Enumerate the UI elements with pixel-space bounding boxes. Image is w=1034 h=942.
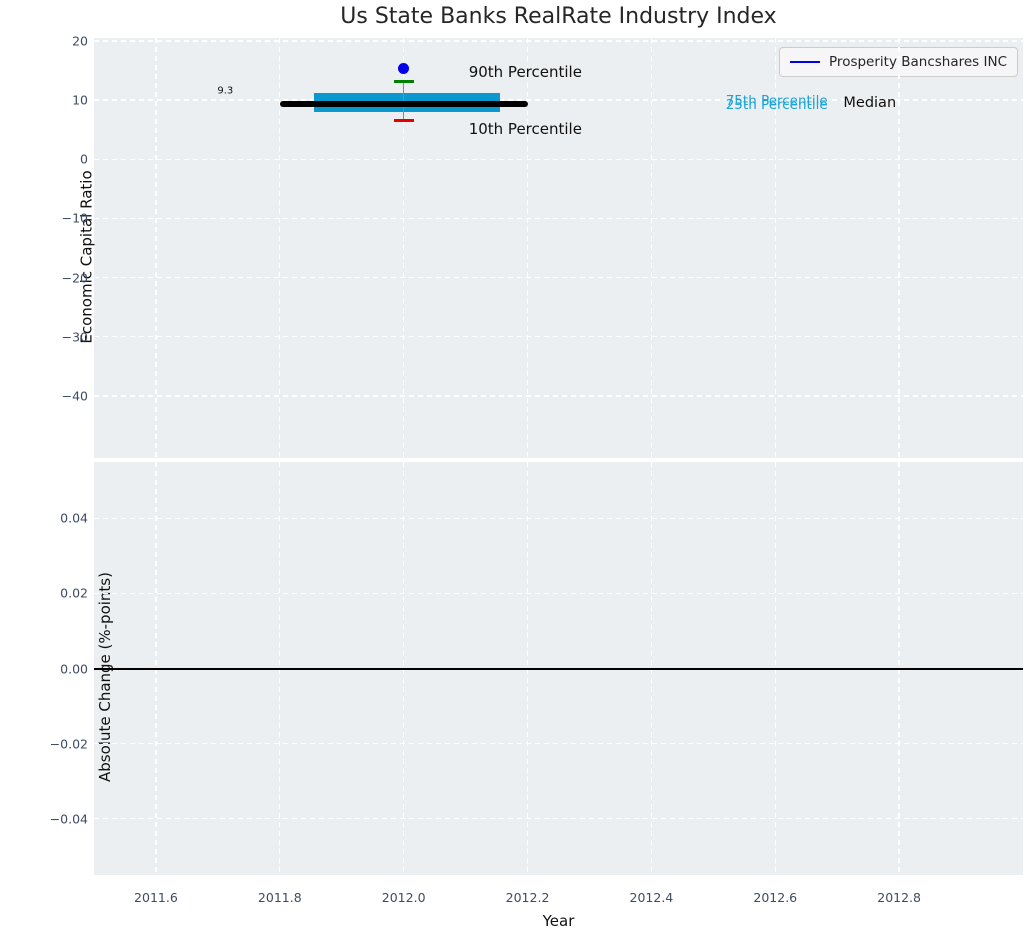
x-gridline — [898, 38, 900, 458]
y-gridline — [94, 276, 1023, 279]
y-tick-label: 0.04 — [60, 510, 88, 526]
y-gridline — [94, 592, 1023, 595]
p90-cap — [393, 79, 414, 83]
y-tick-label: 20 — [72, 33, 88, 49]
y-tick-label: −20 — [61, 270, 88, 286]
chart-title: Us State Banks RealRate Industry Index — [340, 4, 777, 29]
x-gridline — [155, 38, 157, 458]
y-tick-label: 0.02 — [60, 585, 88, 601]
x-tick-label: 2011.8 — [257, 890, 302, 905]
y-tick-label: −30 — [61, 329, 88, 345]
p10-label: 10th Percentile — [468, 119, 582, 138]
x-gridline — [650, 38, 653, 458]
x-tick-label: 2012.8 — [877, 890, 921, 905]
median-line — [279, 101, 528, 108]
y-gridline — [94, 517, 1023, 519]
y-tick-label: −0.04 — [49, 811, 88, 827]
zero-line — [94, 667, 1023, 670]
x-tick-label: 2012.2 — [505, 890, 550, 905]
x-gridline — [402, 38, 405, 458]
x-axis-label: Year — [542, 912, 575, 930]
y-gridline — [94, 742, 1023, 745]
y-gridline — [94, 817, 1023, 820]
company-data-point — [398, 63, 410, 75]
y-gridline — [94, 158, 1023, 160]
median-label: Median — [843, 94, 897, 111]
y-gridline — [94, 40, 1023, 42]
p10-cap — [393, 118, 414, 122]
whisker-line — [403, 81, 405, 121]
bottom-y-axis-label: Absolute Change (%-points) — [0, 572, 114, 782]
y-tick-label: 0 — [80, 151, 88, 167]
y-gridline — [94, 336, 1023, 338]
p75-label: 75th Percentile — [725, 92, 828, 109]
legend-line-sample — [790, 61, 821, 63]
y-tick-label: −40 — [61, 388, 88, 404]
y-tick-label: 10 — [72, 92, 88, 108]
y-tick-label: −0.02 — [49, 736, 88, 752]
x-tick-label: 2012.4 — [629, 890, 674, 905]
y-gridline — [94, 217, 1023, 220]
top-y-axis-label-text: Economic Capital Ratio — [77, 170, 96, 344]
x-tick-label: 2012.0 — [381, 890, 426, 905]
y-gridline — [94, 395, 1023, 397]
top-plot-area — [94, 38, 1023, 458]
p25-label: 25th Percentile — [725, 96, 828, 113]
y-gridline — [94, 99, 1023, 101]
x-gridline — [774, 38, 776, 458]
median-value-annotation: 9.3 — [217, 85, 234, 97]
x-tick-label: 2011.6 — [134, 890, 178, 905]
top-y-axis-label: Economic Capital Ratio — [0, 170, 96, 343]
x-gridline — [526, 38, 529, 458]
legend-label: Prosperity Bancshares INC — [829, 54, 1007, 70]
x-gridline — [279, 38, 281, 458]
bottom-y-axis-label-text: Absolute Change (%-points) — [95, 572, 114, 782]
y-tick-label: 0.00 — [60, 661, 88, 676]
x-tick-label: 2012.6 — [753, 890, 798, 905]
y-tick-label: −10 — [61, 210, 88, 226]
p90-label: 90th Percentile — [468, 62, 582, 81]
